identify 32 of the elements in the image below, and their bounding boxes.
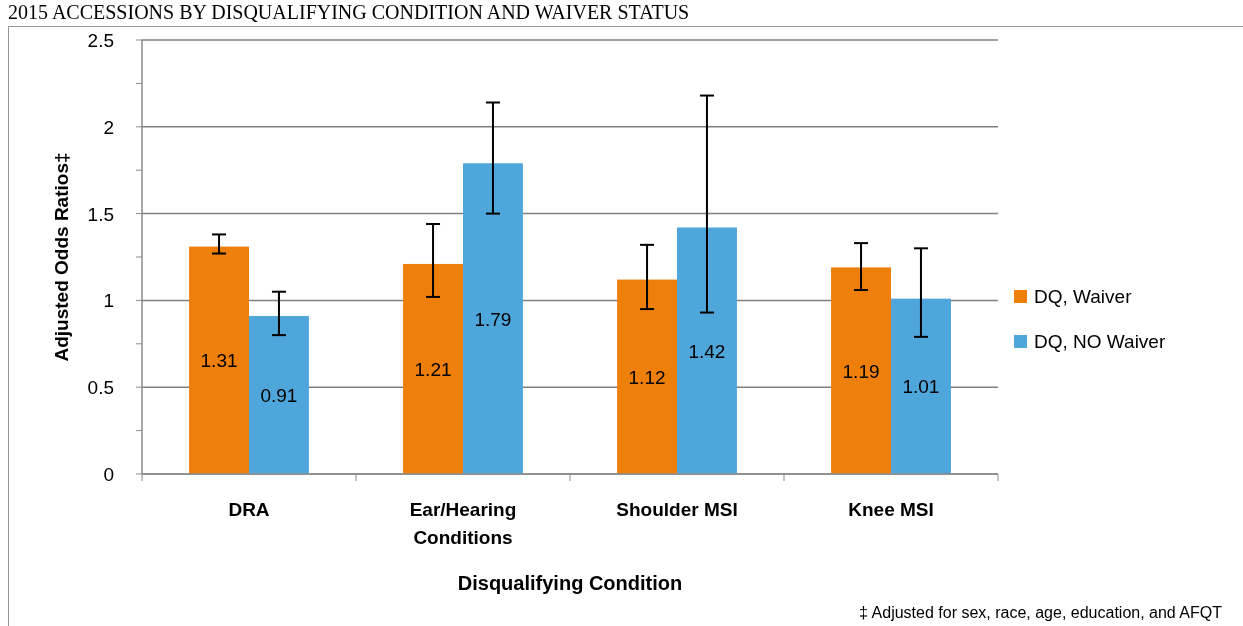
legend-label: DQ, NO Waiver xyxy=(1034,331,1166,352)
data-label: 0.91 xyxy=(260,385,298,407)
data-label: 1.42 xyxy=(688,340,726,362)
chart-title: 2015 ACCESSIONS BY DISQUALIFYING CONDITION AND WAIVER STATUS xyxy=(8,1,690,23)
y-tick-label: 0 xyxy=(103,464,114,485)
bar xyxy=(677,227,737,474)
x-axis-title: Disqualifying Condition xyxy=(457,572,683,594)
bar xyxy=(403,263,463,474)
data-label: 1.01 xyxy=(902,376,940,398)
data-label: 1.21 xyxy=(414,358,452,380)
y-tick-label: 0.5 xyxy=(87,377,114,399)
bar xyxy=(463,163,523,474)
y-tick-label: 1.5 xyxy=(87,203,114,225)
y-tick-label: 2 xyxy=(103,116,114,138)
bar xyxy=(891,298,951,474)
text: ‡ Adjusted for sex, race, age, education, and AFQT xyxy=(859,604,1223,621)
x-tick-label: DRA xyxy=(228,499,270,520)
y-axis-title: Adjusted Odds Ratios‡ xyxy=(51,152,72,362)
x-tick-label: Ear/Hearing Conditions xyxy=(409,499,517,548)
legend-label: DQ, Waiver xyxy=(1034,286,1133,307)
y-tick-label: 1 xyxy=(103,290,114,312)
bar xyxy=(831,267,891,474)
x-tick-label: Shoulder MSI xyxy=(616,499,738,520)
bar xyxy=(617,279,677,474)
data-label: 1.31 xyxy=(200,350,238,372)
x-tick-label: Knee MSI xyxy=(848,499,934,520)
data-label: 1.12 xyxy=(628,366,666,388)
data-label: 1.19 xyxy=(842,360,880,382)
bar xyxy=(249,316,309,474)
data-label: 1.79 xyxy=(474,308,512,330)
bar xyxy=(189,246,249,474)
y-tick-label: 2.5 xyxy=(87,30,114,51)
